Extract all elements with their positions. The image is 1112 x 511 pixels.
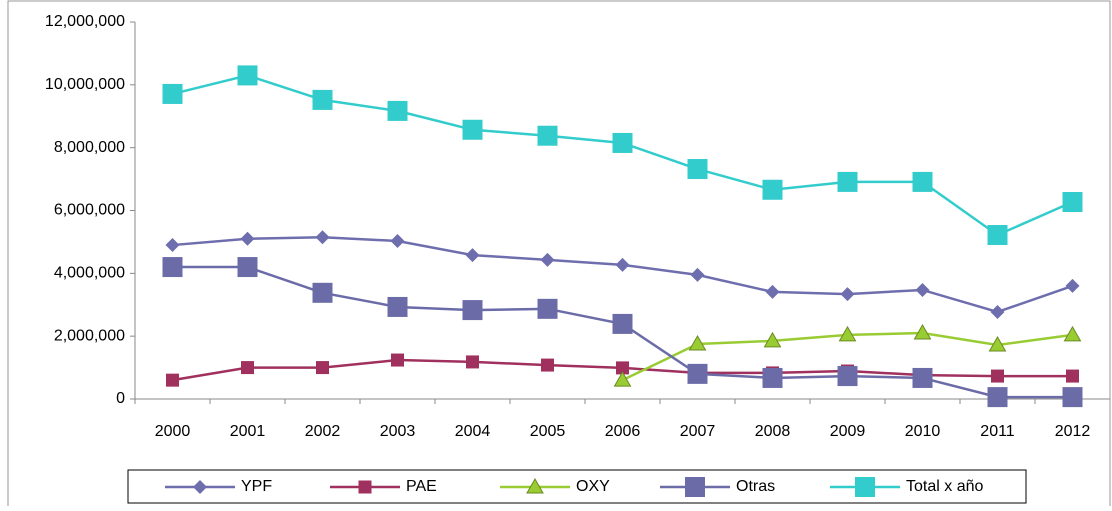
marker — [237, 65, 258, 86]
x-tick-label: 2008 — [755, 423, 791, 440]
y-tick-label: 2,000,000 — [54, 327, 125, 344]
x-tick-label: 2000 — [155, 423, 191, 440]
marker — [690, 267, 705, 282]
marker — [987, 387, 1008, 408]
legend-marker — [855, 477, 875, 497]
marker — [316, 361, 329, 375]
marker — [391, 353, 404, 367]
marker — [616, 361, 629, 375]
marker — [687, 363, 708, 384]
marker — [613, 371, 632, 387]
marker — [387, 100, 408, 121]
chart-frame — [7, 0, 1111, 511]
series-line — [172, 74, 1074, 237]
marker — [840, 287, 855, 302]
x-tick-label: 2005 — [530, 423, 566, 440]
marker — [837, 171, 858, 192]
marker — [162, 83, 183, 104]
y-tick-label: 12,000,000 — [45, 13, 125, 30]
legend-marker — [193, 480, 207, 494]
marker — [312, 282, 333, 303]
x-tick-label: 2009 — [830, 423, 866, 440]
marker — [988, 335, 1007, 352]
marker — [1066, 369, 1079, 383]
marker — [1062, 192, 1083, 213]
y-tick-label: 4,000,000 — [54, 265, 125, 282]
marker — [465, 248, 480, 263]
marker — [987, 225, 1008, 246]
marker — [915, 282, 930, 297]
marker — [166, 373, 179, 387]
x-tick-label: 2003 — [380, 423, 416, 440]
y-tick-label: 6,000,000 — [54, 202, 125, 219]
marker — [1062, 387, 1083, 408]
x-tick-label: 2011 — [980, 423, 1015, 440]
y-tick-label: 0 — [116, 390, 125, 407]
legend-marker — [526, 477, 544, 494]
marker — [687, 159, 708, 180]
x-tick-label: 2001 — [230, 423, 266, 440]
legend-label: Otras — [736, 478, 775, 495]
marker — [762, 179, 783, 200]
legend-label: Total x año — [906, 478, 983, 495]
marker — [913, 324, 932, 340]
marker — [912, 171, 933, 192]
marker — [765, 284, 780, 299]
marker — [240, 231, 255, 246]
legend-marker — [358, 480, 372, 494]
marker — [241, 361, 254, 375]
y-tick-label: 10,000,000 — [45, 76, 125, 93]
marker — [541, 358, 554, 372]
marker — [165, 238, 180, 253]
marker — [762, 367, 783, 388]
legend-label: YPF — [241, 478, 272, 495]
marker — [688, 335, 707, 351]
marker — [537, 125, 558, 146]
marker — [540, 252, 555, 267]
marker — [312, 89, 333, 110]
marker — [387, 296, 408, 317]
x-tick-label: 2007 — [680, 423, 716, 440]
marker — [462, 119, 483, 140]
marker — [466, 355, 479, 369]
marker — [162, 257, 183, 278]
series-line — [172, 235, 1073, 314]
marker — [838, 325, 857, 342]
y-tick-label: 8,000,000 — [54, 139, 125, 156]
legend-label: PAE — [406, 478, 437, 495]
marker — [537, 298, 558, 319]
marker — [315, 230, 330, 245]
marker — [612, 132, 633, 153]
marker — [1065, 278, 1080, 293]
legend-marker — [685, 477, 705, 497]
x-tick-label: 2012 — [1055, 423, 1091, 440]
marker — [990, 304, 1005, 319]
marker — [837, 366, 858, 387]
legend-label: OXY — [576, 478, 610, 495]
marker — [462, 300, 483, 321]
x-tick-label: 2006 — [605, 423, 641, 440]
marker — [912, 367, 933, 388]
marker — [390, 233, 405, 248]
marker — [612, 313, 633, 334]
x-tick-label: 2004 — [455, 423, 491, 440]
marker — [237, 257, 258, 278]
x-tick-label: 2010 — [905, 423, 941, 440]
x-tick-label: 2002 — [305, 423, 341, 440]
marker — [763, 331, 782, 348]
marker — [991, 369, 1004, 383]
marker — [1063, 325, 1082, 342]
marker — [615, 257, 630, 272]
